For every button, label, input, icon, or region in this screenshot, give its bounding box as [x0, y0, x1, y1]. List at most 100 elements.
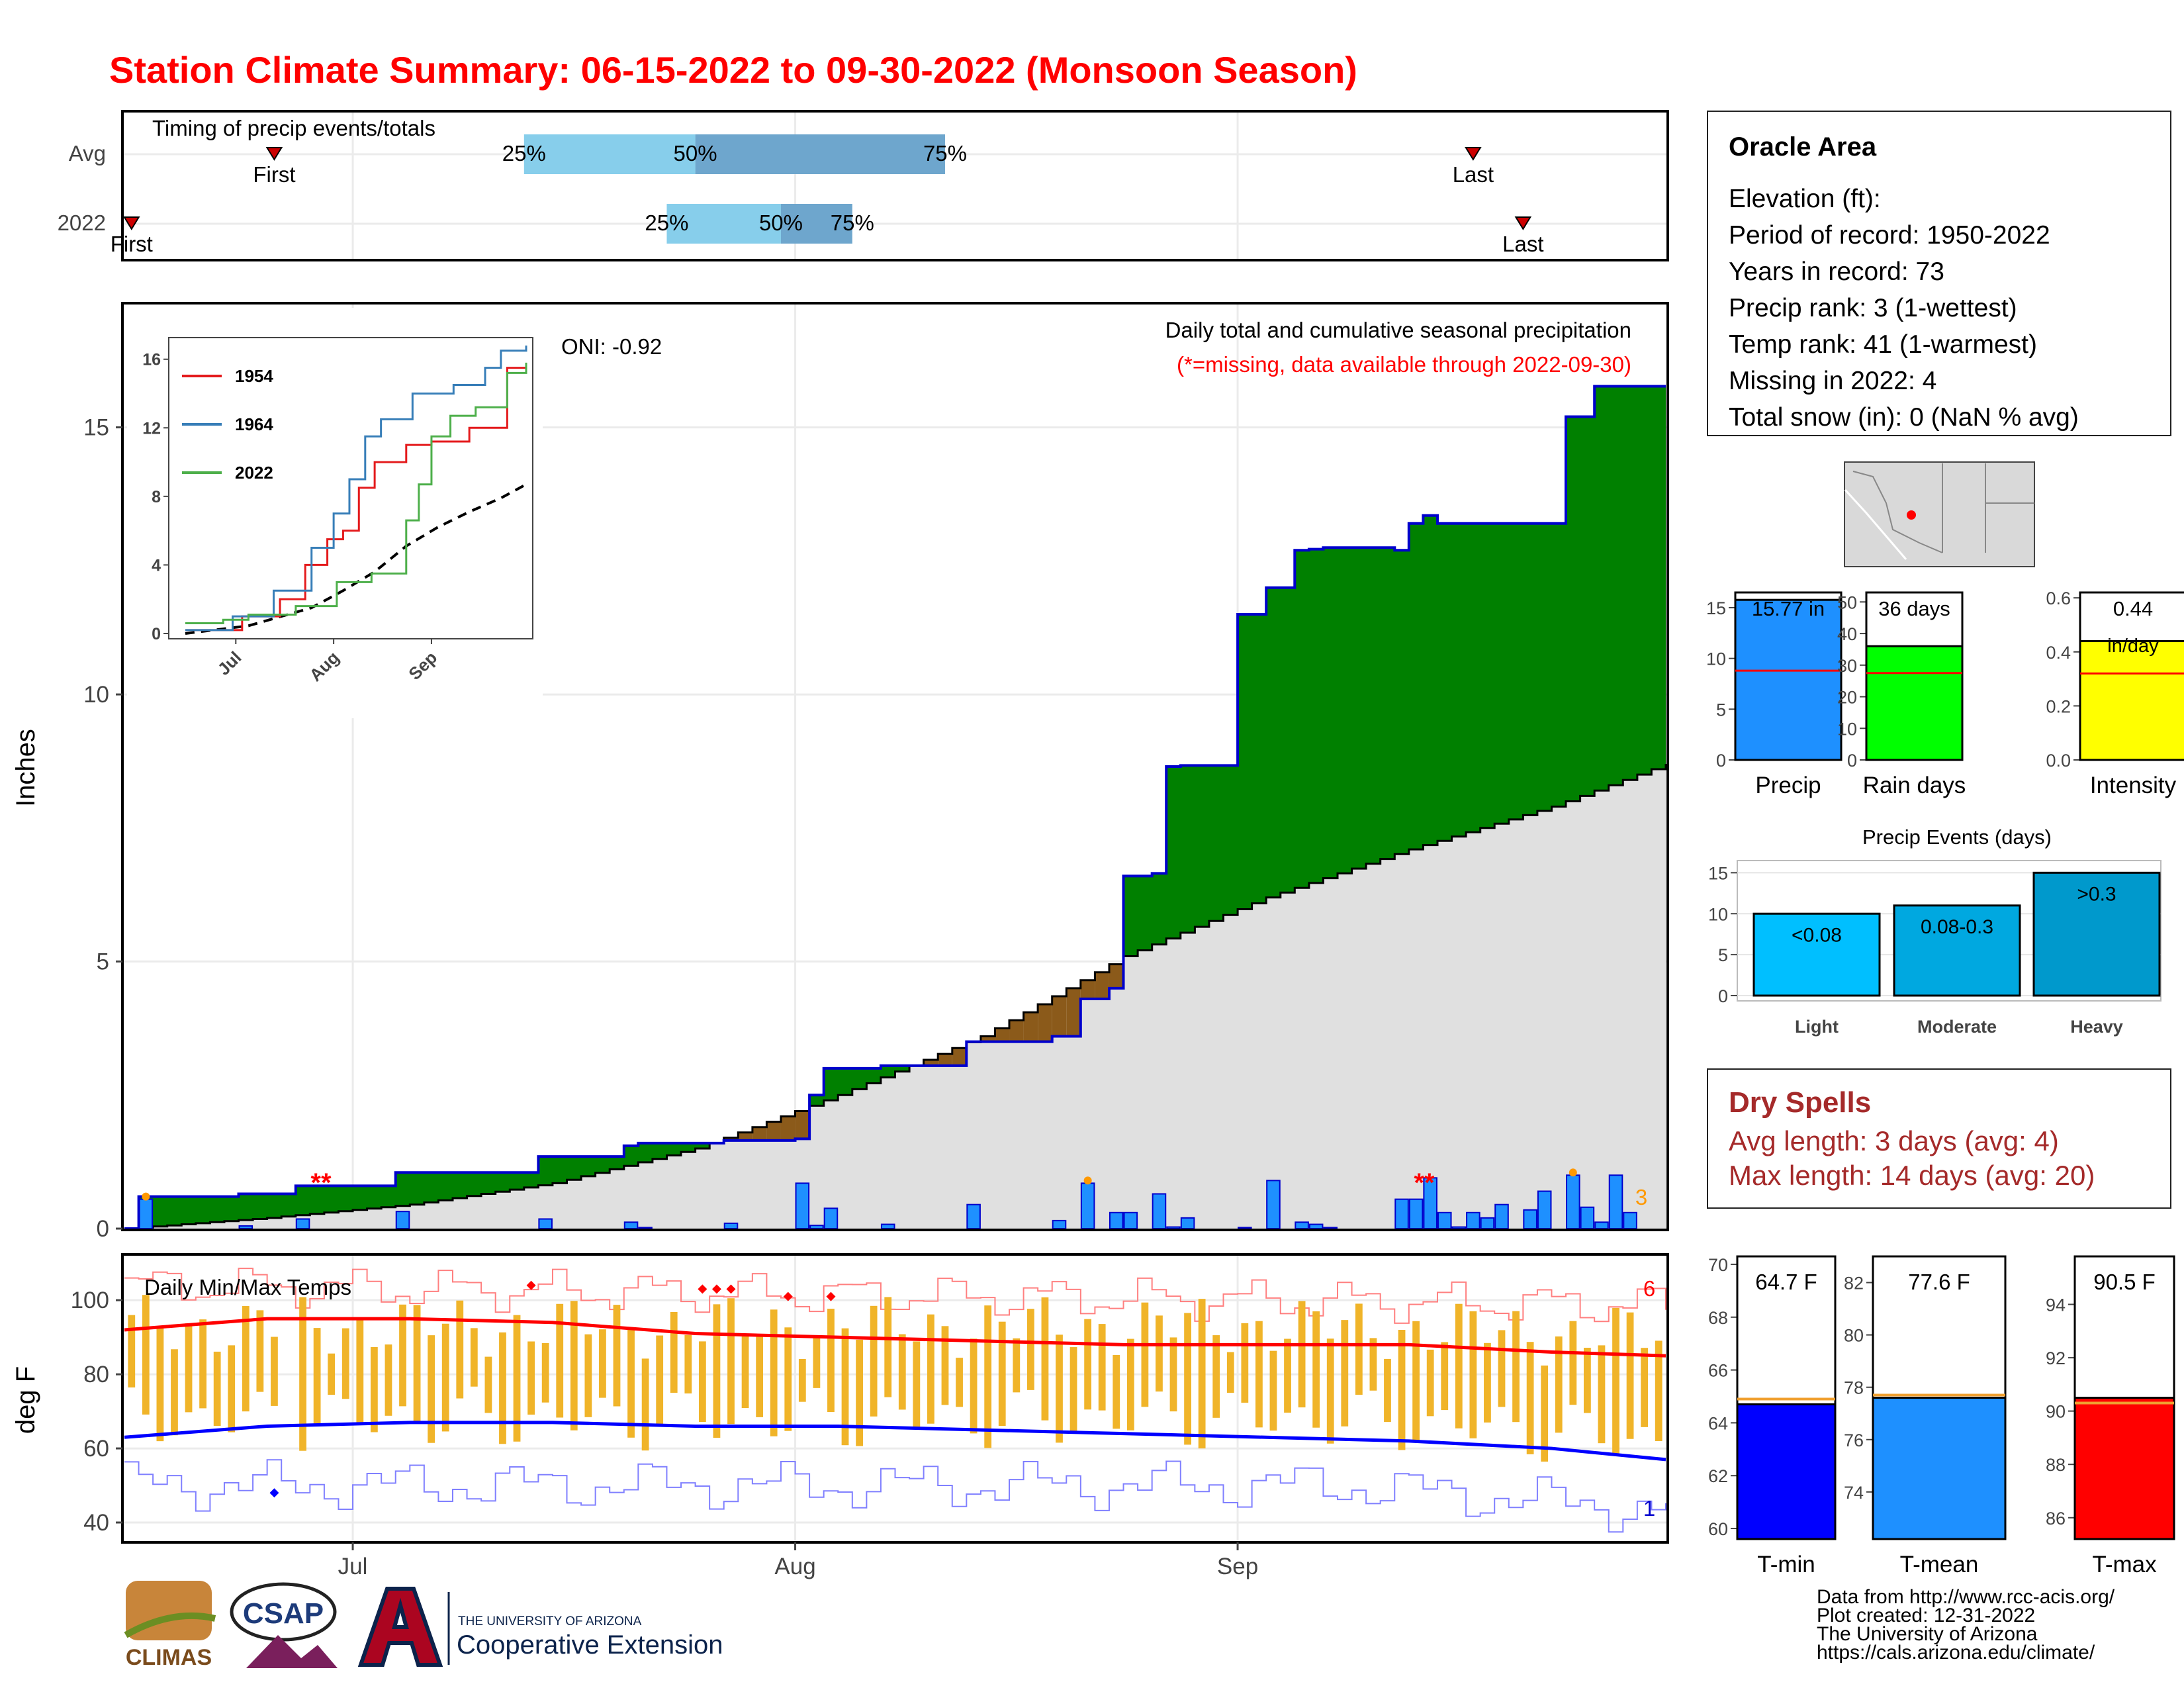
daily-precip-bar — [538, 1218, 553, 1229]
temp-summary-fill — [1736, 1403, 1837, 1540]
timing-avg-q2-box — [695, 134, 945, 174]
daily-temp-bar — [1312, 1311, 1320, 1428]
timing-row-avg: Avg — [69, 141, 106, 165]
summary-ytick-label: 15 — [1706, 598, 1726, 618]
cumulative-line-2022 — [124, 385, 1666, 1230]
temp-summary-value: 64.7 F — [1755, 1270, 1817, 1294]
daily-temp-bar — [1255, 1321, 1263, 1428]
summary-bar-fill — [1734, 598, 1843, 761]
daily-temp-bar — [399, 1304, 406, 1407]
temp-summary-t-mean: 74 76 78 80 82 77.6 F T-mean — [1844, 1255, 2007, 1577]
daily-temp-bar — [798, 1358, 806, 1402]
summary-bar-value: 15.77 in — [1752, 597, 1825, 620]
timing-2022-last-marker — [1514, 216, 1532, 230]
daily-precip-bar — [1266, 1180, 1281, 1230]
events-category-label: Moderate — [1917, 1017, 1997, 1037]
daily-temp-bar — [841, 1328, 849, 1446]
daily-temp-bar — [784, 1327, 792, 1431]
temp-summary-fill — [2073, 1397, 2175, 1540]
summary-ytick-label: 0 — [1716, 751, 1726, 771]
events-bar-label: >0.3 — [2077, 883, 2116, 905]
daily-temp-bar — [1026, 1309, 1034, 1390]
summary-bar-rain-days: 0 10 20 30 40 50 36 days Rain days — [1837, 591, 1966, 798]
record-high-marker — [711, 1284, 721, 1294]
daily-temp-bar — [1484, 1342, 1491, 1423]
summary-bar-unit: in/day — [2107, 635, 2159, 657]
temp-ytick-label: 40 — [83, 1510, 109, 1536]
timing-2022-first-marker — [122, 216, 140, 230]
summary-bar-precip: 0 5 10 15 15.77 in Precip — [1706, 591, 1843, 798]
precip-missing-note: (*=missing, data available through 2022-… — [1177, 352, 1631, 377]
daily-temp-bar — [128, 1315, 136, 1387]
daily-temp-bar — [1584, 1347, 1591, 1413]
daily-precip-bar — [1238, 1227, 1252, 1229]
temp-summary-ytick-label: 86 — [2046, 1509, 2066, 1528]
daily-temp-bar — [156, 1327, 164, 1442]
daily-temp-bar — [1384, 1358, 1391, 1423]
daily-temp-bar — [328, 1353, 336, 1395]
daily-precip-bar — [1623, 1211, 1637, 1229]
temp-summary-label: T-mean — [1900, 1552, 1979, 1577]
extreme-precip-marker — [1083, 1176, 1092, 1185]
inset-ytick-label: 4 — [152, 556, 161, 575]
below-average-area — [738, 1132, 752, 1141]
events-bar-moderate — [1893, 904, 2021, 997]
temp-summary-ytick-label: 82 — [1844, 1274, 1864, 1293]
daily-precip-bar — [1152, 1193, 1167, 1229]
events-ytick-label: 15 — [1708, 863, 1728, 883]
average-max-temp-line — [124, 1317, 1666, 1358]
events-category-label: Heavy — [2070, 1017, 2123, 1037]
daily-temp-bar — [570, 1301, 578, 1430]
temp-summary-value: 90.5 F — [2093, 1270, 2156, 1294]
inset-frame — [168, 337, 533, 639]
daily-precip-bar — [1323, 1227, 1338, 1229]
temp-ylabel: deg F — [11, 1366, 40, 1434]
summary-ytick-label: 30 — [1837, 656, 1857, 676]
daily-temp-bar — [242, 1306, 250, 1412]
daily-temp-bar — [456, 1300, 464, 1399]
daily-temp-bar — [256, 1310, 264, 1392]
daily-temp-bar — [1113, 1354, 1120, 1429]
climas-logo: CLIMAS — [124, 1581, 216, 1670]
timing-avg-p75-label: 75% — [923, 141, 967, 165]
timing-avg-p25-label: 25% — [502, 141, 546, 165]
precip-ytick-label: 10 — [83, 682, 109, 708]
daily-precip-bar — [1594, 1221, 1609, 1230]
summary-ytick-label: 0 — [1847, 751, 1857, 771]
credits: Data from http://www.rcc-acis.org/ Plot … — [1817, 1586, 2115, 1664]
temp-summary-ytick-label: 78 — [1844, 1378, 1864, 1398]
precip-frame — [121, 302, 1669, 1231]
below-average-area — [1080, 980, 1095, 1000]
precip-subtitle: Daily total and cumulative seasonal prec… — [1165, 318, 1631, 342]
summary-bar-fill — [1865, 645, 1964, 761]
inset-line-1964 — [185, 346, 527, 632]
temp-summary-ytick-label: 70 — [1708, 1255, 1728, 1275]
daily-temp-bar — [1126, 1338, 1134, 1430]
daily-precip-bar — [1523, 1209, 1537, 1229]
below-average-area — [1066, 988, 1081, 1037]
below-average-area — [752, 1127, 767, 1141]
inset-ytick-label: 0 — [152, 625, 161, 643]
daily-temp-bar — [584, 1334, 592, 1417]
temp-count-low: 1 — [1643, 1496, 1655, 1521]
daily-temp-bar — [1598, 1345, 1606, 1444]
location-map — [1844, 461, 2035, 567]
inset-line-1954 — [185, 367, 526, 632]
temp-summary-t-min: 60 62 64 66 68 70 64.7 F T-min — [1708, 1255, 1837, 1577]
precip-panel: 0 5 10 15 Inches Daily total and cumulative… — [11, 302, 1669, 1242]
credit-line-4: https://cals.arizona.edu/climate/ — [1817, 1642, 2095, 1664]
csap-logo-text: CSAP — [243, 1597, 324, 1630]
daily-temp-bar — [641, 1358, 649, 1451]
daily-temp-bar — [1412, 1321, 1420, 1442]
daily-precip-bar — [238, 1225, 253, 1230]
events-ytick-label: 5 — [1718, 945, 1728, 965]
daily-temp-bar — [341, 1328, 349, 1399]
timing-label: Timing of precip events/totals — [152, 116, 435, 140]
summary-ytick-label: 5 — [1716, 700, 1726, 720]
daily-temp-bar — [856, 1339, 863, 1446]
summary-bar-label: Intensity — [2090, 773, 2177, 798]
station-temp-rank: Temp rank: 41 (1-warmest) — [1729, 330, 2037, 359]
daily-precip-bar — [1180, 1217, 1195, 1230]
average-cumulative-line — [124, 764, 1667, 1230]
